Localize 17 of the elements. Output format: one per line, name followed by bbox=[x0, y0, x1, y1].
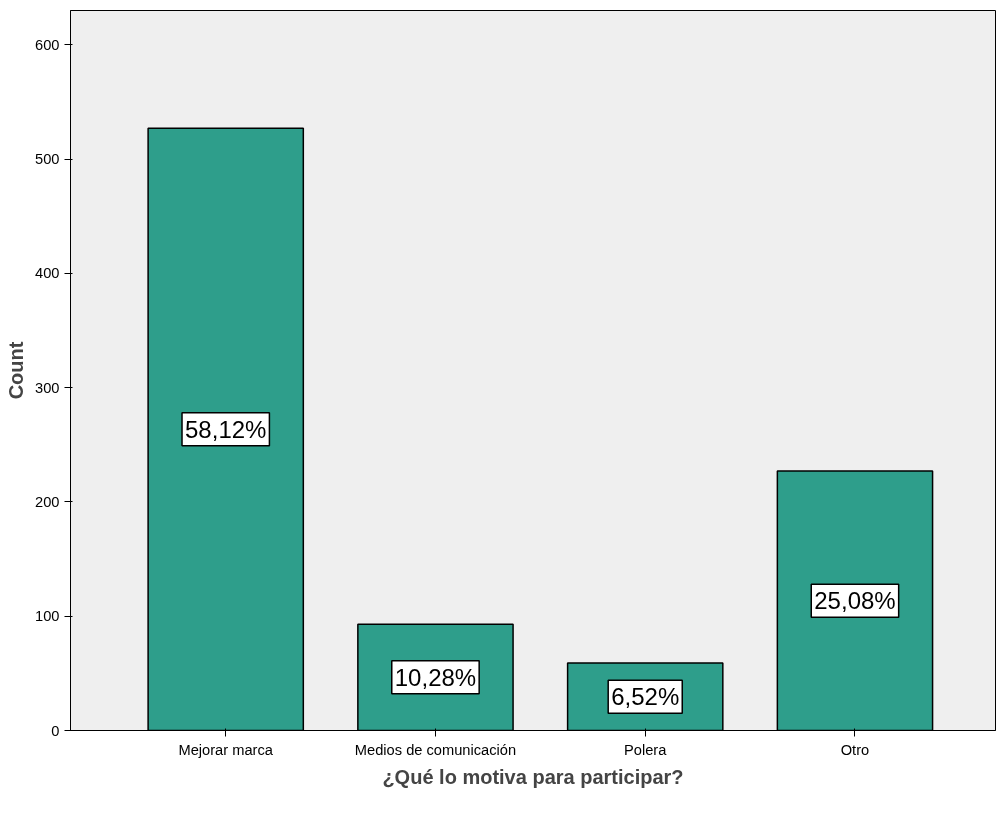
x-tick-label: Mejorar marca bbox=[178, 741, 274, 758]
annotation: 6,52% bbox=[611, 683, 680, 711]
x-tick-label: Polera bbox=[624, 741, 668, 758]
annotation: 25,08% bbox=[814, 587, 896, 615]
y-tick-label: 500 bbox=[35, 151, 60, 168]
y-tick-label: 100 bbox=[35, 608, 60, 625]
y-tick-label: 400 bbox=[35, 265, 60, 282]
y-tick-label: 300 bbox=[35, 379, 60, 396]
y-tick-label: 600 bbox=[35, 36, 60, 53]
y-tick-label: 0 bbox=[51, 722, 60, 739]
annotation: 10,28% bbox=[394, 663, 477, 691]
y-tick-label: 200 bbox=[35, 493, 60, 510]
annotation: 58,12% bbox=[185, 415, 267, 443]
x-axis-title: ¿Qué lo motiva para participar? bbox=[382, 765, 684, 788]
x-tick-label: Medios de comunicación bbox=[354, 741, 517, 758]
y-axis-title: Count bbox=[5, 341, 28, 400]
x-tick-label: Otro bbox=[840, 741, 870, 758]
